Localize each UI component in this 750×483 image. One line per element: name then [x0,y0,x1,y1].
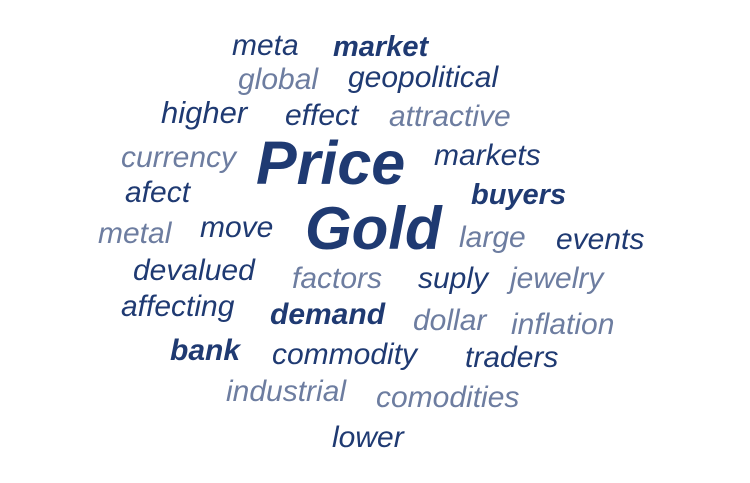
word-inflation: inflation [511,308,615,341]
word-metal: metal [98,217,172,250]
word-industrial: industrial [226,375,347,408]
word-attractive: attractive [389,100,511,133]
word-factors: factors [292,262,383,295]
word-suply: suply [418,262,489,295]
word-bank: bank [170,334,241,367]
word-markets: markets [434,139,541,172]
word-commodity: commodity [272,338,418,371]
word-buyers: buyers [471,179,567,211]
word-gold: Gold [305,195,442,262]
word-comodities: comodities [376,381,520,414]
word-large: large [459,221,526,254]
word-affecting: affecting [121,290,235,323]
word-demand: demand [270,298,386,331]
word-traders: traders [465,341,559,374]
word-geopolitical: geopolitical [348,61,499,94]
word-effect: effect [285,99,359,132]
word-lower: lower [332,421,404,454]
word-price: Price [256,129,406,197]
word-devalued: devalued [133,254,255,287]
word-meta: meta [232,29,299,62]
word-higher: higher [161,95,248,130]
word-global: global [238,63,319,96]
word-currency: currency [121,141,237,174]
word-dollar: dollar [413,304,487,337]
word-events: events [556,223,645,256]
word-move: move [200,211,274,244]
word-jewelry: jewelry [510,262,604,295]
word-market: market [333,31,429,63]
word-afect: afect [125,176,191,209]
